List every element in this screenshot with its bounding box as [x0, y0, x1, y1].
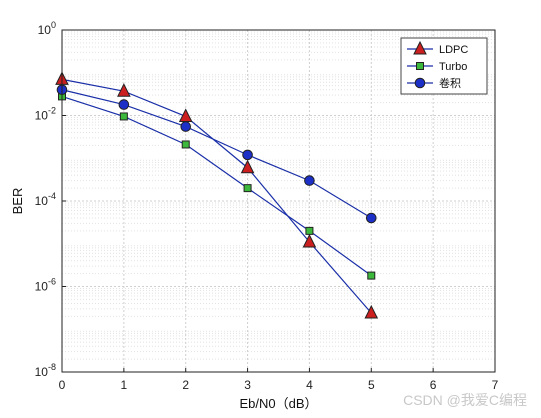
x-tick-label: 0 — [59, 378, 66, 392]
data-point — [242, 149, 253, 161]
y-axis-label: BER — [10, 188, 25, 215]
x-tick-label: 4 — [306, 378, 313, 392]
legend-entry: 卷积 — [407, 76, 461, 90]
series-line — [61, 78, 372, 314]
data-point — [367, 271, 376, 280]
legend-marker — [413, 40, 427, 55]
legend-entry: LDPC — [407, 40, 468, 56]
series-2 — [56, 84, 377, 224]
legend-entry: Turbo — [407, 61, 467, 73]
watermark: CSDN @我爱C编程 — [403, 392, 527, 408]
grid — [61, 29, 496, 373]
data-point — [240, 159, 255, 174]
x-axis-label: Eb/N0（dB） — [239, 396, 317, 411]
legend-marker — [416, 62, 424, 70]
y-tick-label: 10-8 — [35, 362, 56, 379]
legend-marker — [414, 77, 426, 89]
x-tick-label: 1 — [121, 378, 128, 392]
data-point — [118, 99, 130, 110]
y-tick-label: 10-4 — [35, 191, 56, 208]
legend-label: LDPC — [439, 44, 468, 56]
x-tick-label: 2 — [182, 378, 189, 392]
data-point — [365, 212, 377, 224]
series-line — [61, 89, 372, 219]
y-tick-label: 10-2 — [35, 106, 56, 123]
data-point — [304, 175, 315, 186]
x-tick-label: 3 — [244, 378, 251, 392]
x-tick-label: 6 — [430, 378, 437, 392]
data-point — [180, 121, 192, 132]
x-tick-label: 5 — [368, 378, 375, 392]
tick-labels: 0 1 2 3 4 5 6 7 10-8 10-6 10-4 10-2 100 — [35, 20, 499, 392]
y-tick-label: 10-6 — [35, 277, 56, 294]
data-point — [119, 112, 128, 121]
data-point — [305, 226, 314, 235]
x-tick-label: 7 — [492, 378, 499, 392]
data-point — [117, 83, 131, 97]
legend-label: 卷积 — [439, 76, 461, 90]
data-point — [181, 140, 190, 149]
series-0 — [55, 71, 379, 319]
data-point — [364, 304, 379, 319]
data-point — [302, 233, 317, 248]
legend: LDPC Turbo 卷积 — [400, 37, 488, 95]
series-layer — [55, 71, 379, 319]
legend-label: Turbo — [439, 61, 467, 73]
series-line — [61, 95, 372, 277]
y-tick-label: 100 — [38, 20, 56, 37]
data-point — [243, 184, 252, 193]
